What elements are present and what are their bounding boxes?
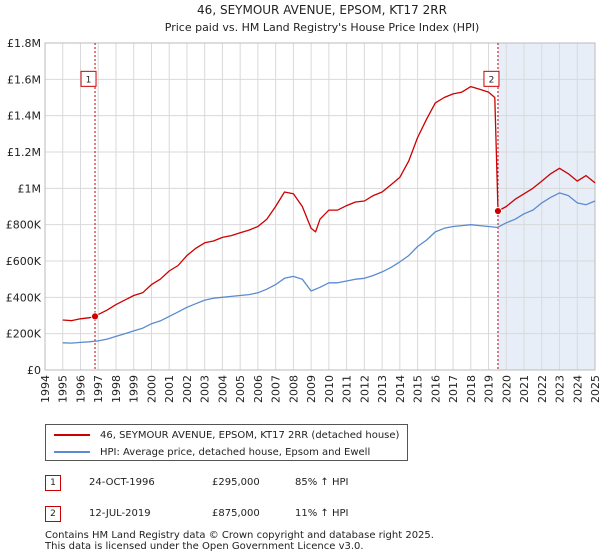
x-tick-label: 2004 [216, 375, 229, 403]
x-tick-label: 2008 [287, 375, 300, 403]
x-tick-label: 2005 [234, 375, 247, 403]
chart-title: 46, SEYMOUR AVENUE, EPSOM, KT17 2RR [197, 3, 447, 17]
transaction-price: £295,000 [212, 477, 260, 488]
x-tick-label: 2024 [571, 375, 584, 403]
transaction-badge: 1 [45, 475, 61, 491]
footer-licence: This data is licensed under the Open Gov… [45, 541, 364, 552]
x-tick-label: 2007 [270, 375, 283, 403]
sale-number-label: 2 [489, 75, 495, 85]
transaction-hpi-change: 85% ↑ HPI [295, 477, 349, 488]
x-tick-label: 1996 [74, 375, 87, 403]
x-tick-label: 2013 [376, 375, 389, 403]
x-tick-label: 1994 [39, 375, 52, 403]
footer: Contains HM Land Registry data © Crown c… [45, 530, 434, 552]
x-tick-label: 2025 [589, 375, 600, 403]
y-tick-label: £1M [18, 182, 42, 195]
transaction-date: 12-JUL-2019 [89, 508, 151, 519]
legend-item-property: 46, SEYMOUR AVENUE, EPSOM, KT17 2RR (det… [54, 427, 399, 443]
x-tick-label: 2015 [412, 375, 425, 403]
x-tick-label: 2003 [199, 375, 212, 403]
x-tick-label: 2019 [483, 375, 496, 403]
y-tick-label: £1.2M [7, 146, 41, 159]
footer-copyright: Contains HM Land Registry data © Crown c… [45, 530, 434, 541]
y-tick-label: £0 [27, 364, 41, 377]
x-tick-label: 1998 [110, 375, 123, 403]
x-tick-label: 2006 [252, 375, 265, 403]
x-tick-label: 2023 [554, 375, 567, 403]
x-tick-label: 2021 [518, 375, 531, 403]
legend-swatch-property [54, 434, 90, 436]
x-tick-label: 2001 [163, 375, 176, 403]
x-tick-label: 2020 [500, 375, 513, 403]
sale-point [494, 207, 502, 215]
y-tick-label: £200K [6, 328, 42, 341]
y-tick-label: £1.6M [7, 73, 41, 86]
y-tick-label: £1.4M [7, 110, 41, 123]
sale-number-label: 1 [86, 75, 92, 85]
transaction-hpi-change: 11% ↑ HPI [295, 508, 349, 519]
x-tick-label: 2000 [145, 375, 158, 403]
transaction-date: 24-OCT-1996 [89, 477, 155, 488]
property-price-line [62, 85, 596, 322]
x-tick-label: 2010 [323, 375, 336, 403]
chart: 46, SEYMOUR AVENUE, EPSOM, KT17 2RR Pric… [6, 3, 600, 403]
sale-point [91, 312, 99, 321]
sale-number-box [483, 70, 500, 87]
transaction-price: £875,000 [212, 508, 260, 519]
chart-subtitle: Price paid vs. HM Land Registry's House … [165, 21, 480, 34]
x-tick-label: 2012 [358, 375, 371, 403]
x-tick-label: 1995 [57, 375, 70, 403]
legend-label-hpi: HPI: Average price, detached house, Epso… [100, 446, 371, 458]
sale-number-box [80, 70, 97, 87]
y-tick-label: £1.8M [7, 37, 41, 50]
transaction-badge: 2 [45, 506, 61, 522]
x-tick-label: 2009 [305, 375, 318, 403]
legend-item-hpi: HPI: Average price, detached house, Epso… [54, 444, 370, 460]
legend-swatch-hpi [54, 451, 90, 453]
x-tick-label: 2018 [465, 375, 478, 403]
x-tick-label: 2002 [181, 375, 194, 403]
x-tick-label: 2011 [341, 375, 354, 403]
x-tick-label: 2017 [447, 375, 460, 403]
x-tick-label: 1999 [128, 375, 141, 403]
y-tick-label: £400K [6, 291, 42, 304]
y-tick-label: £600K [6, 255, 42, 268]
legend: 46, SEYMOUR AVENUE, EPSOM, KT17 2RR (det… [45, 424, 408, 461]
x-tick-label: 2022 [536, 375, 549, 403]
post-sale-shading [497, 43, 595, 370]
transaction-row: 1 24-OCT-1996 £295,000 85% ↑ HPI [45, 475, 425, 491]
legend-label-property: 46, SEYMOUR AVENUE, EPSOM, KT17 2RR (det… [100, 429, 400, 441]
plot-area [44, 42, 596, 371]
x-tick-label: 2014 [394, 375, 407, 403]
x-tick-label: 2016 [429, 375, 442, 403]
y-tick-label: £800K [6, 219, 42, 232]
hpi-line [62, 192, 596, 344]
x-tick-label: 1997 [92, 375, 105, 403]
transaction-row: 2 12-JUL-2019 £875,000 11% ↑ HPI [45, 506, 425, 522]
